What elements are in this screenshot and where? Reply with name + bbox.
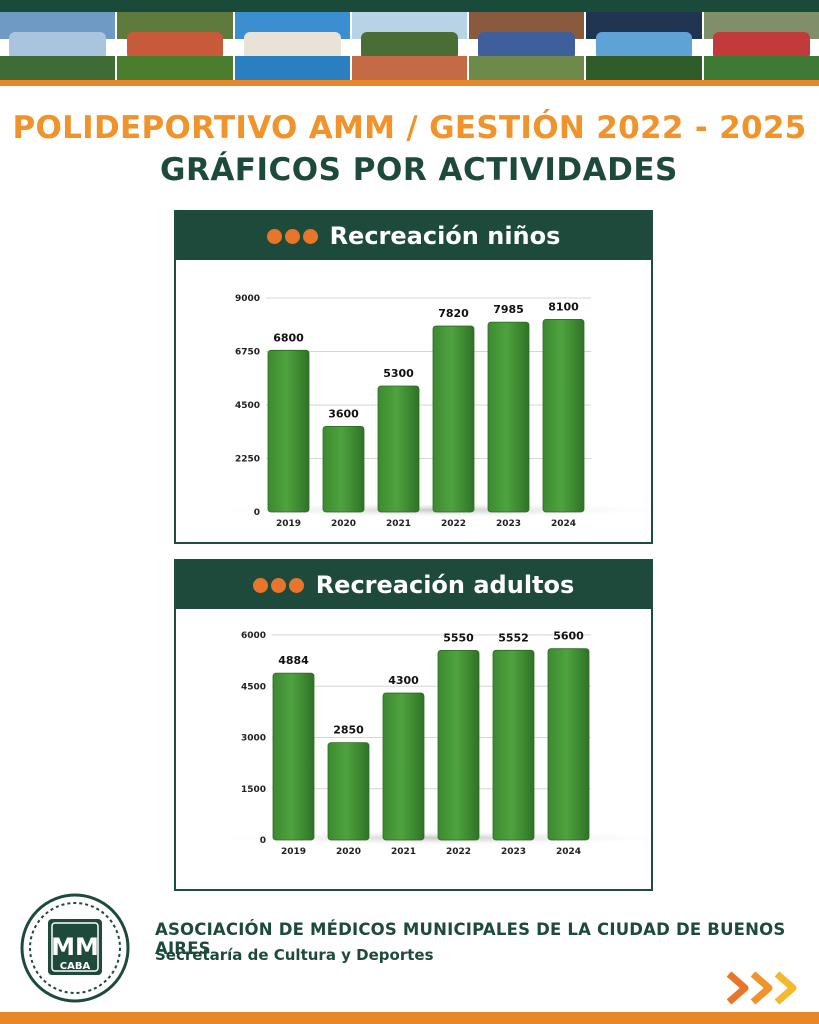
bar — [267, 349, 310, 513]
bar — [437, 649, 480, 841]
chart-panel-adultos: Recreación adultos 0 1500 3000 4500 6000 4884… — [174, 559, 653, 891]
x-tick-label: 2019 — [276, 519, 301, 529]
logo-text-sub: CABA — [60, 961, 91, 972]
dots-icon — [252, 577, 304, 593]
y-tick-label: 6750 — [235, 348, 260, 358]
chart-panel-header: Recreación adultos — [176, 561, 651, 609]
y-tick-label: 0 — [254, 508, 260, 518]
data-label: 8100 — [548, 300, 579, 313]
data-label: 6800 — [273, 331, 304, 344]
orange-divider — [0, 80, 819, 86]
x-tick-label: 2020 — [336, 847, 361, 857]
data-label: 7985 — [493, 303, 524, 316]
x-tick-label: 2023 — [501, 847, 526, 857]
y-tick-label: 6000 — [241, 631, 266, 641]
amm-logo: MM CABA — [20, 893, 130, 1003]
photo-night-team — [586, 12, 704, 80]
y-tick-label: 1500 — [241, 785, 266, 795]
photo-football-team — [0, 12, 118, 80]
y-tick-label: 9000 — [235, 294, 260, 304]
photo-strip — [0, 12, 819, 80]
bar — [547, 648, 590, 841]
chart-title: Recreación adultos — [315, 571, 575, 599]
x-tick-label: 2021 — [391, 847, 416, 857]
page-subtitle: GRÁFICOS POR ACTIVIDADES — [160, 152, 678, 188]
data-label: 2850 — [333, 724, 364, 737]
bar — [382, 692, 425, 841]
x-tick-label: 2024 — [551, 519, 576, 529]
chart-title: Recreación niños — [329, 222, 561, 250]
top-bar — [0, 0, 819, 12]
x-tick-label: 2022 — [446, 847, 471, 857]
data-label: 4884 — [278, 654, 309, 667]
bar — [542, 319, 585, 513]
page-title: POLIDEPORTIVO AMM / GESTIÓN 2022 - 2025 — [12, 110, 807, 146]
data-label: 7820 — [438, 307, 469, 320]
y-tick-label: 4500 — [235, 401, 260, 411]
bar — [272, 672, 315, 841]
x-tick-label: 2019 — [281, 847, 306, 857]
bar — [487, 321, 530, 513]
chevrons-icon — [726, 971, 797, 1005]
data-label: 5300 — [383, 367, 414, 380]
photo-park-group — [351, 12, 470, 80]
bar — [492, 649, 535, 841]
org-name: ASOCIACIÓN DE MÉDICOS MUNICIPALES DE LA … — [155, 920, 786, 958]
x-tick-label: 2024 — [556, 847, 581, 857]
photo-building-crowd — [469, 12, 587, 80]
data-label: 5552 — [498, 631, 529, 644]
photo-football-match — [703, 12, 819, 80]
data-label: 5600 — [553, 630, 584, 643]
department-name: Secretaría de Cultura y Deportes — [155, 946, 434, 964]
bar — [377, 385, 420, 513]
dots-icon — [266, 228, 318, 244]
bar-chart-ninos: 0 2250 4500 6750 9000 6800 2019 3600 2020 5300 202… — [203, 294, 651, 529]
bar — [432, 325, 475, 513]
photo-swimming-pool — [234, 12, 352, 80]
bar — [322, 425, 365, 513]
x-tick-label: 2021 — [386, 519, 411, 529]
y-tick-label: 0 — [260, 836, 266, 846]
y-tick-label: 2250 — [235, 455, 260, 465]
bar-chart-adultos: 0 1500 3000 4500 6000 4884 2019 2850 2020 4300 202… — [206, 630, 651, 857]
data-label: 3600 — [328, 407, 359, 420]
bar — [327, 742, 370, 841]
bottom-bar — [0, 1012, 819, 1024]
logo-text-main: MM — [51, 933, 99, 961]
photo-kids-outdoor — [117, 12, 235, 80]
chart-panel-header: Recreación niños — [176, 212, 651, 260]
x-tick-label: 2020 — [331, 519, 356, 529]
y-tick-label: 3000 — [241, 734, 266, 744]
data-label: 5550 — [443, 631, 474, 644]
x-tick-label: 2022 — [441, 519, 466, 529]
x-tick-label: 2023 — [496, 519, 521, 529]
data-label: 4300 — [388, 674, 419, 687]
chart-panel-ninos: Recreación niños 0 2250 4500 6750 9000 6800 20… — [174, 210, 653, 544]
y-tick-label: 4500 — [241, 682, 266, 692]
